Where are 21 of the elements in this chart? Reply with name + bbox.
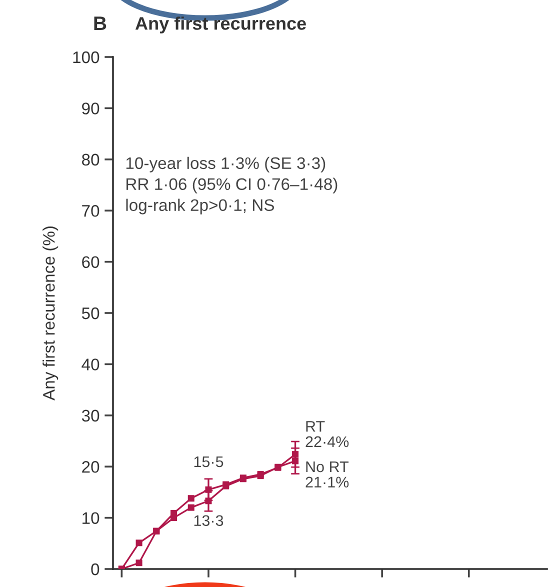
y-tick-label: 10: [82, 512, 100, 524]
y-tick-label: 0: [91, 563, 100, 576]
series-label: No RT: [306, 462, 349, 472]
text: B: [94, 16, 106, 30]
y-tick-label: 70: [82, 205, 100, 217]
annotation: 10-year loss 1·3% (SE 3·3) RR 1·06 (95% CI 0·76–1·48) log-rank 2p>0·1; NS: [126, 156, 338, 214]
y-tick-label: 40: [82, 358, 100, 370]
series-label: RT: [306, 421, 325, 432]
y-tick-label: 100: [73, 51, 100, 64]
chart-title: Any first recurrence: [135, 16, 306, 34]
y-tick-label: 80: [82, 154, 100, 166]
data-label: 21·1%: [306, 476, 349, 488]
y-tick-label: 20: [82, 461, 100, 473]
data-label: 13·3: [194, 515, 224, 526]
y-tick-label: 30: [82, 410, 100, 422]
y-tick-label: 50: [82, 307, 100, 320]
data-label: 15·5: [194, 456, 224, 468]
data-label: 22·4%: [306, 436, 349, 448]
y-tick-label: 90: [82, 102, 100, 114]
y-tick-label: 60: [82, 256, 100, 268]
y-axis-title: Any first recurrence (%): [42, 226, 58, 400]
